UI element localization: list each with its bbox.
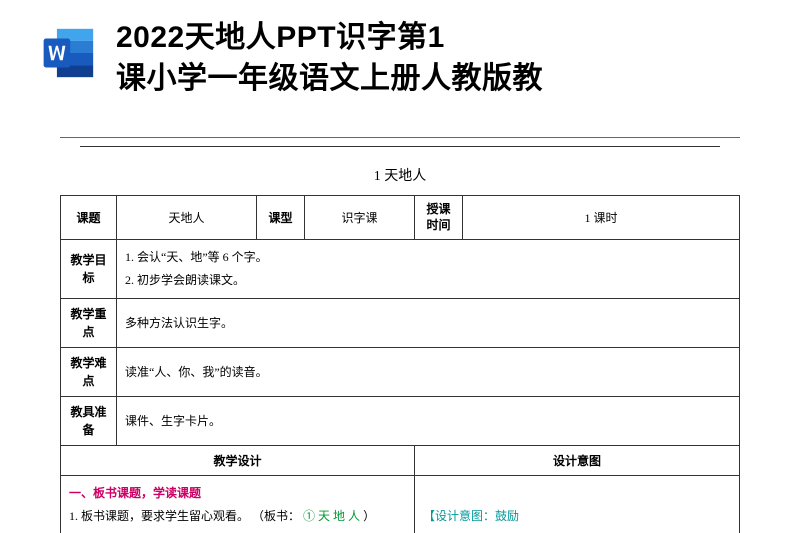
intent-label: 【设计意图：鼓励 [423,509,519,523]
label-materials: 教具准备 [61,396,117,445]
banshu-number: ① [303,509,315,523]
label-type: 课型 [257,196,305,240]
value-objectives: 1. 会认“天、地”等 6 个字。 2. 初步学会朗读课文。 [117,240,740,299]
label-objectives: 教学目标 [61,240,117,299]
page-header: 2022天地人PPT识字第1 课小学一年级语文上册人教版教 [0,0,800,109]
label-difficulty: 教学难点 [61,347,117,396]
intent-content: 【设计意图：鼓励 [415,475,740,533]
table-row: 一、板书课题，学读课题 1. 板书课题，要求学生留心观看。 （板书： ① 天 地… [61,475,740,533]
banshu-close: ） [363,509,375,523]
value-time: 1 课时 [463,196,740,240]
value-materials: 课件、生字卡片。 [117,396,740,445]
doc-top-rule [80,146,720,147]
design-body-prefix: 1. 板书课题，要求学生留心观看。 [69,509,249,523]
page-title: 2022天地人PPT识字第1 课小学一年级语文上册人教版教 [116,18,543,99]
design-content: 一、板书课题，学读课题 1. 板书课题，要求学生留心观看。 （板书： ① 天 地… [61,475,415,533]
table-row: 教学重点 多种方法认识生字。 [61,298,740,347]
value-type: 识字课 [305,196,415,240]
label-focus: 教学重点 [61,298,117,347]
title-line-1: 2022天地人PPT识字第1 [116,18,543,59]
objective-1: 1. 会认“天、地”等 6 个字。 [125,246,731,269]
word-doc-icon [40,24,98,82]
lesson-plan-table: 课题 天地人 课型 识字课 授课时间 1 课时 教学目标 1. 会认“天、地”等… [60,195,740,533]
banshu-text: 天 地 人 [318,509,360,523]
label-time: 授课时间 [415,196,463,240]
objective-2: 2. 初步学会朗读课文。 [125,269,731,292]
table-row: 教学目标 1. 会认“天、地”等 6 个字。 2. 初步学会朗读课文。 [61,240,740,299]
table-row: 教具准备 课件、生字卡片。 [61,396,740,445]
header-design: 教学设计 [61,445,415,475]
document-preview: 1 天地人 课题 天地人 课型 识字课 授课时间 1 课时 教学目标 1. 会认… [60,137,740,533]
header-intent: 设计意图 [415,445,740,475]
title-line-2: 课小学一年级语文上册人教版教 [116,59,543,100]
value-topic: 天地人 [117,196,257,240]
value-difficulty: 读准“人、你、我”的读音。 [117,347,740,396]
banshu-label: （板书： [252,509,300,523]
table-row: 课题 天地人 课型 识字课 授课时间 1 课时 [61,196,740,240]
table-row: 教学设计 设计意图 [61,445,740,475]
design-section-title: 一、板书课题，学读课题 [69,482,406,505]
table-row: 教学难点 读准“人、你、我”的读音。 [61,347,740,396]
design-body-line: 1. 板书课题，要求学生留心观看。 （板书： ① 天 地 人 ） [69,505,406,528]
value-focus: 多种方法认识生字。 [117,298,740,347]
doc-title: 1 天地人 [60,165,740,185]
label-topic: 课题 [61,196,117,240]
